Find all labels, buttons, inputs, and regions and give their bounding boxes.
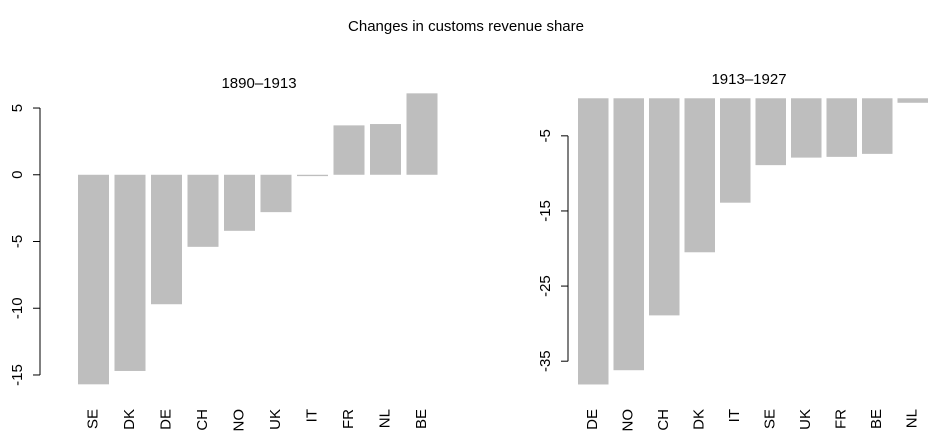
bar	[114, 174, 146, 371]
x-tick-label: BE	[413, 409, 430, 429]
y-tick-label: -35	[537, 350, 554, 372]
bar	[297, 174, 328, 177]
x-tick-label: NL	[376, 409, 393, 428]
bar	[187, 174, 219, 247]
x-tick-label: UK	[797, 409, 814, 430]
bar	[370, 124, 401, 175]
x-tick-label: IT	[303, 409, 320, 422]
x-tick-label: FR	[833, 409, 850, 429]
bar	[755, 98, 786, 166]
chart-title: Changes in customs revenue share	[348, 18, 584, 35]
x-tick-label: CH	[194, 409, 211, 431]
bar	[151, 174, 182, 305]
x-tick-label: SE	[84, 409, 101, 429]
x-tick-label: DE	[157, 409, 174, 430]
x-tick-label: DK	[691, 409, 708, 430]
x-tick-label: CH	[655, 409, 672, 431]
bar	[333, 125, 365, 175]
bar	[649, 98, 680, 316]
y-tick-label: 0	[9, 171, 26, 179]
bar	[613, 98, 644, 371]
y-tick-label: -15	[537, 200, 554, 222]
y-tick-label: -15	[9, 364, 26, 386]
y-tick-label: -5	[9, 235, 26, 248]
y-tick-label: 5	[9, 104, 26, 112]
x-tick-label: IT	[726, 409, 743, 422]
bar	[826, 98, 857, 157]
x-tick-label: FR	[340, 409, 357, 429]
y-tick-label: -25	[537, 275, 554, 297]
panel-title: 1913–1927	[711, 71, 786, 88]
x-tick-label: NL	[904, 409, 921, 428]
bar	[260, 174, 292, 213]
bar	[78, 174, 109, 385]
bar	[791, 98, 822, 158]
bar	[720, 98, 751, 203]
bar	[578, 98, 609, 385]
x-tick-label: SE	[762, 409, 779, 429]
x-tick-label: DE	[584, 409, 601, 430]
panel-title: 1890–1913	[221, 75, 296, 92]
x-tick-label: BE	[868, 409, 885, 429]
x-tick-label: DK	[121, 409, 138, 430]
x-tick-label: NO	[620, 409, 637, 432]
bar	[862, 98, 893, 154]
bar	[406, 93, 438, 175]
y-tick-label: -10	[9, 297, 26, 319]
bar	[224, 174, 255, 231]
x-tick-label: UK	[267, 409, 284, 430]
y-tick-label: -5	[537, 129, 554, 142]
bar	[684, 98, 715, 253]
bar	[897, 98, 928, 103]
x-tick-label: NO	[230, 409, 247, 432]
